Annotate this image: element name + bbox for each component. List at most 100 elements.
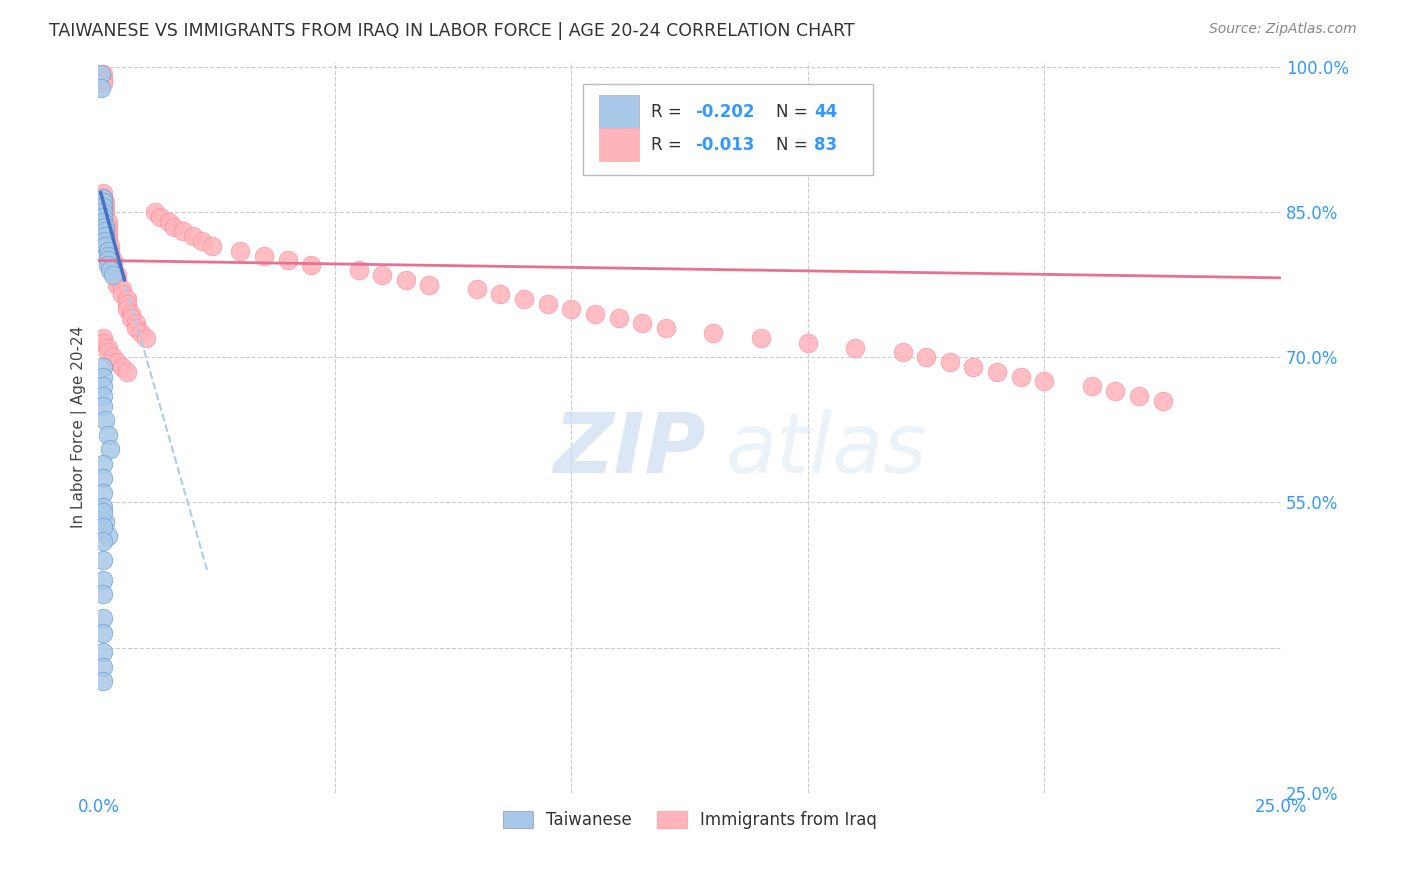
Point [111,283,134,297]
Point [91,359,114,374]
Point [489,287,512,301]
Point [97,215,120,229]
Point [229,244,252,258]
Point [97,529,120,543]
Point [299,258,322,272]
Point [97,253,120,268]
Point [91,369,114,384]
Point [98,244,121,258]
Point [125,316,148,330]
Point [91,519,114,533]
Point [277,253,299,268]
Point [583,307,606,321]
Point [939,355,962,369]
Point [537,297,560,311]
Point [465,283,488,297]
Point [97,258,120,272]
Point [98,239,121,253]
Text: ZIP: ZIP [554,409,706,490]
Point [94,234,117,248]
Point [91,553,114,567]
Point [129,326,152,340]
Point [1152,393,1174,408]
Point [371,268,394,282]
Point [97,345,120,359]
Point [105,277,128,292]
Point [97,427,120,442]
Point [91,505,114,519]
Point [631,316,654,330]
Text: R =: R = [651,103,686,120]
Point [91,76,114,90]
Point [513,292,536,306]
Point [91,215,114,229]
Point [91,331,114,345]
Point [181,229,204,244]
Point [157,215,180,229]
Text: atlas: atlas [725,409,927,490]
Point [101,258,124,272]
Point [1080,379,1102,393]
Point [94,210,117,224]
Point [91,195,114,210]
Point [91,399,114,413]
Point [115,301,138,316]
Point [91,611,114,625]
Point [98,249,121,263]
Point [98,442,121,457]
Point [560,301,582,316]
Point [101,263,124,277]
Point [101,253,124,268]
Point [986,365,1008,379]
Point [91,573,114,587]
Point [94,205,117,219]
Text: N =: N = [776,103,813,120]
Point [105,268,128,282]
Point [655,321,678,335]
Point [97,341,120,355]
Point [91,186,114,200]
Point [121,307,143,321]
Point [91,587,114,601]
Point [253,249,276,263]
Point [844,341,866,355]
Point [94,195,117,210]
Point [91,534,114,549]
Point [90,81,112,95]
Point [97,234,120,248]
Point [915,350,938,364]
Point [91,210,114,224]
Point [91,389,114,403]
Point [97,229,120,244]
Point [1033,375,1056,389]
Point [143,205,166,219]
Point [891,345,914,359]
Text: Source: ZipAtlas.com: Source: ZipAtlas.com [1209,22,1357,37]
Legend: Taiwanese, Immigrants from Iraq: Taiwanese, Immigrants from Iraq [496,804,883,836]
FancyBboxPatch shape [583,84,873,176]
Point [125,321,148,335]
Point [97,249,120,263]
Point [91,626,114,640]
Point [173,224,195,238]
Point [94,224,117,238]
Point [97,244,120,258]
Point [91,645,114,659]
Point [347,263,370,277]
Point [418,277,440,292]
Point [607,311,630,326]
Point [111,287,134,301]
Point [91,67,114,81]
Point [91,190,114,204]
Point [91,500,114,515]
Point [111,359,134,374]
Point [97,224,120,238]
Point [101,268,124,282]
Point [94,229,117,244]
Point [91,200,114,214]
Point [135,331,157,345]
FancyBboxPatch shape [599,128,638,161]
Point [91,674,114,689]
Point [91,335,114,350]
Point [94,413,117,427]
